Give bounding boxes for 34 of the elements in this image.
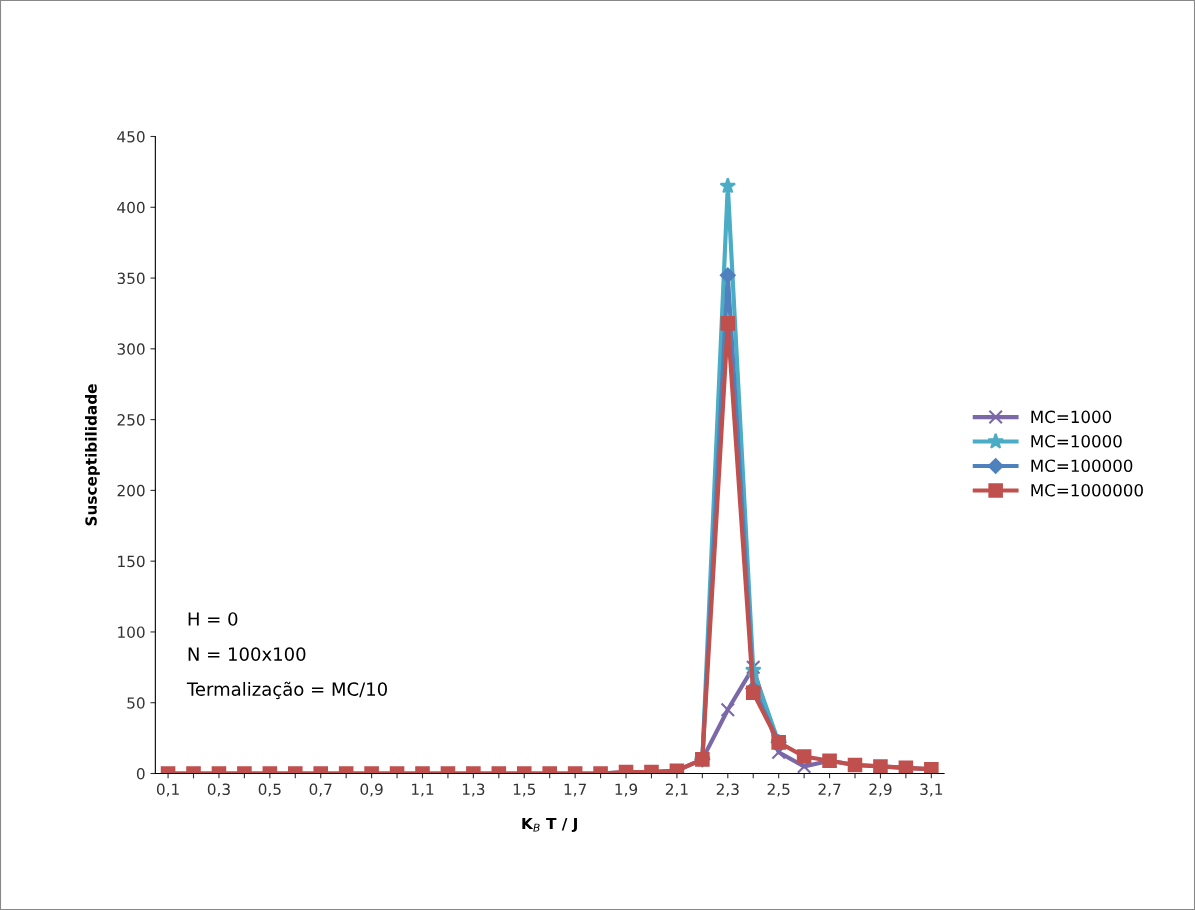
legend-label: MC=100000 bbox=[1031, 459, 1133, 473]
y-tick-label: 200 bbox=[117, 484, 145, 497]
y-tick-label: 300 bbox=[117, 343, 145, 355]
y-tick-label: 100 bbox=[118, 626, 145, 638]
x-tick-label: 1,9 bbox=[615, 783, 638, 797]
x-tick-label: 2,3 bbox=[716, 783, 739, 797]
x-tick-label: 1,5 bbox=[513, 783, 536, 797]
x-tick-label: 2,7 bbox=[818, 783, 841, 797]
x-tick-label: 0,7 bbox=[309, 783, 332, 797]
y-axis-title: Susceptibilidade bbox=[85, 384, 100, 526]
y-tick-label: 50 bbox=[127, 697, 145, 709]
y-tick-label: 250 bbox=[117, 414, 145, 426]
x-tick-label: 1,7 bbox=[564, 783, 586, 797]
annotation: H = 0 bbox=[188, 612, 238, 626]
y-tick-label: 150 bbox=[118, 555, 145, 568]
x-tick-label: 0,1 bbox=[156, 783, 179, 797]
x-tick-label: 0,5 bbox=[258, 783, 281, 797]
x-tick-label: 0,3 bbox=[207, 783, 230, 797]
x-axis-title: K$_{B}$ T / J bbox=[522, 817, 577, 833]
annotation: N = 100x100 bbox=[188, 647, 306, 661]
legend-label: MC=1000000 bbox=[1031, 483, 1143, 497]
legend-label: MC=10000 bbox=[1031, 435, 1122, 448]
x-tick-label: 2,1 bbox=[665, 783, 688, 797]
x-tick-label: 1,3 bbox=[462, 783, 485, 797]
x-tick-label: 1,1 bbox=[412, 783, 434, 797]
x-tick-label: 2,9 bbox=[869, 783, 892, 797]
y-tick-label: 350 bbox=[117, 272, 145, 285]
x-tick-label: 2,5 bbox=[767, 783, 790, 797]
y-tick-label: 450 bbox=[117, 130, 145, 143]
x-tick-label: 0,9 bbox=[360, 783, 383, 797]
x-tick-label: 3,1 bbox=[920, 783, 943, 797]
legend-label: MC=1000 bbox=[1031, 410, 1112, 424]
y-tick-label: 0 bbox=[136, 767, 145, 780]
y-tick-label: 400 bbox=[117, 201, 145, 214]
